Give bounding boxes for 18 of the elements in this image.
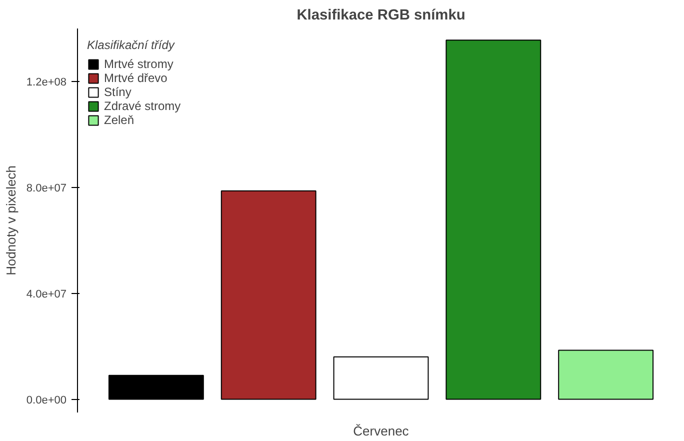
legend-label: Mrtvé dřevo: [104, 71, 168, 85]
y-tick-label: 4.0e+07: [26, 288, 67, 300]
legend-label: Mrtvé stromy: [104, 57, 174, 71]
bar: [220, 190, 316, 400]
bar: [108, 374, 204, 400]
chart-title: Klasifikace RGB snímku: [296, 8, 466, 24]
legend-label: Stíny: [104, 85, 132, 99]
y-tick-label: 8.0e+07: [26, 182, 67, 194]
y-axis-title: Hodnoty v pixelech: [3, 166, 18, 276]
legend-title: Klasifikační třídy: [87, 38, 176, 52]
bar: [558, 350, 654, 400]
bar: [333, 356, 429, 400]
y-tick-label: 1.2e+08: [26, 76, 67, 88]
legend-label: Zdravé stromy: [104, 99, 181, 113]
legend-label: Zeleň: [104, 113, 134, 127]
y-tick-label: 0.0e+00: [26, 394, 67, 406]
x-axis-title: Červenec: [353, 424, 410, 438]
bar: [446, 40, 542, 400]
